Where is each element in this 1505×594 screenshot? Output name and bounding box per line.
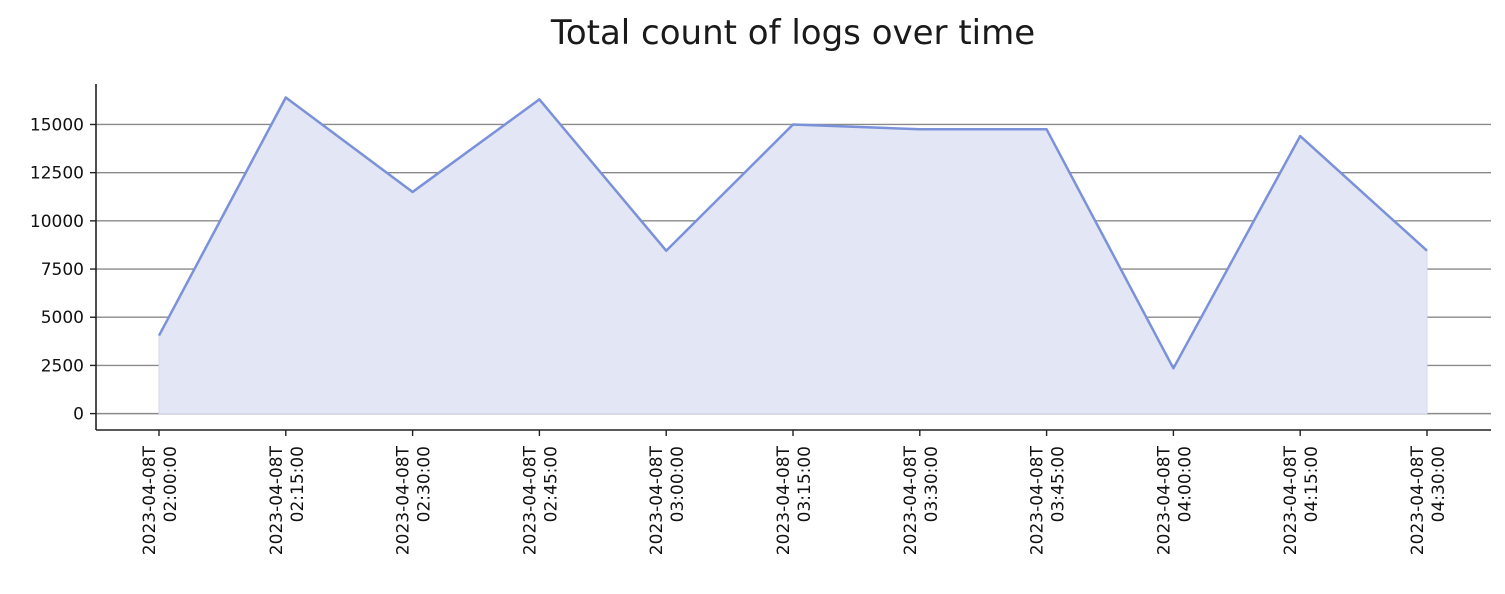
x-tick-label-time-5: 03:15:00 — [795, 446, 815, 522]
x-tick-label-0: 2023-04-08T 02:00:00 — [140, 445, 181, 555]
y-tick-label-4: 10000 — [30, 212, 84, 232]
x-tick-label-time-1: 02:15:00 — [288, 446, 308, 522]
x-tick-label-time-4: 03:00:00 — [668, 446, 688, 522]
y-tick-label-3: 7500 — [41, 260, 84, 280]
x-tick-label-time-8: 04:00:00 — [1175, 446, 1195, 522]
x-tick-label-5: 2023-04-08T 03:15:00 — [774, 445, 815, 555]
x-tick-label-4: 2023-04-08T 03:00:00 — [647, 445, 688, 555]
x-tick-label-7: 2023-04-08T 03:45:00 — [1028, 445, 1069, 555]
x-tick-label-date-1: 2023-04-08T — [267, 445, 287, 555]
x-tick-label-date-3: 2023-04-08T — [520, 445, 540, 555]
x-tick-label-time-7: 03:45:00 — [1049, 446, 1069, 522]
x-tick-label-time-10: 04:30:00 — [1429, 446, 1449, 522]
x-tick-label-6: 2023-04-08T 03:30:00 — [901, 445, 942, 555]
x-tick-label-date-10: 2023-04-08T — [1408, 445, 1428, 555]
x-tick-label-date-7: 2023-04-08T — [1028, 445, 1048, 555]
x-tick-label-date-5: 2023-04-08T — [774, 445, 794, 555]
x-tick-label-time-6: 03:30:00 — [922, 446, 942, 522]
x-tick-label-time-3: 02:45:00 — [541, 446, 561, 522]
x-tick-label-date-6: 2023-04-08T — [901, 445, 921, 555]
x-tick-label-time-2: 02:30:00 — [415, 446, 435, 522]
y-tick-label-5: 12500 — [30, 164, 84, 184]
y-tick-label-2: 5000 — [41, 308, 84, 328]
x-tick-label-1: 2023-04-08T 02:15:00 — [267, 445, 308, 555]
chart-title: Total count of logs over time — [550, 13, 1035, 53]
x-tick-label-date-0: 2023-04-08T — [140, 445, 160, 555]
y-tick-label-1: 2500 — [41, 356, 84, 376]
x-tick-label-3: 2023-04-08T 02:45:00 — [520, 445, 561, 555]
x-tick-label-9: 2023-04-08T 04:15:00 — [1281, 445, 1322, 555]
x-tick-label-date-4: 2023-04-08T — [647, 445, 667, 555]
series-line — [157, 96, 1428, 370]
x-tick-label-10: 2023-04-08T 04:30:00 — [1408, 445, 1449, 555]
x-tick-label-time-9: 04:15:00 — [1302, 446, 1322, 522]
x-tick-label-date-8: 2023-04-08T — [1154, 445, 1174, 555]
y-tick-label-6: 15000 — [30, 115, 84, 135]
x-tick-label-date-2: 2023-04-08T — [394, 445, 414, 555]
x-tick-label-8: 2023-04-08T 04:00:00 — [1154, 445, 1195, 555]
x-tick-label-date-9: 2023-04-08T — [1281, 445, 1301, 555]
x-tick-label-2: 2023-04-08T 02:30:00 — [394, 445, 435, 555]
x-tick-label-time-0: 02:00:00 — [161, 446, 181, 522]
y-tick-label-0: 0 — [73, 405, 84, 425]
